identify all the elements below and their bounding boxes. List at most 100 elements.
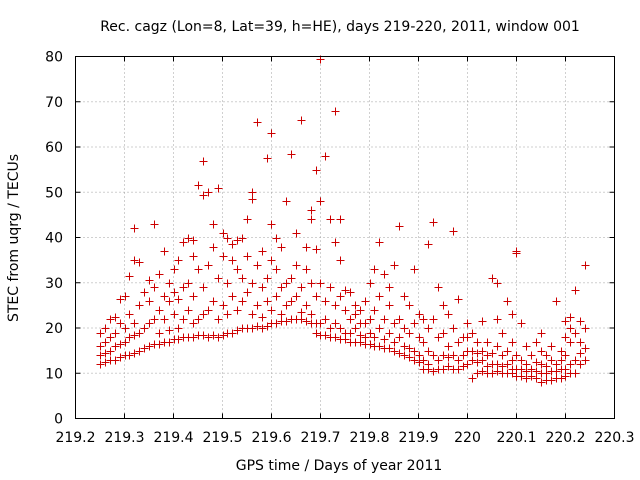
data-point: [282, 197, 291, 206]
data-point: [415, 310, 424, 319]
data-point: [439, 351, 448, 360]
data-point: [111, 356, 120, 365]
data-point: [488, 349, 497, 358]
data-point: [331, 107, 340, 116]
data-point: [429, 218, 438, 227]
data-point: [547, 356, 556, 365]
data-point: [478, 317, 487, 326]
data-point: [174, 324, 183, 333]
data-point: [537, 329, 546, 338]
data-point: [522, 360, 531, 369]
x-tick-label: 219.3: [104, 430, 144, 446]
data-point: [488, 369, 497, 378]
data-point: [454, 365, 463, 374]
data-point: [380, 270, 389, 279]
data-point: [493, 342, 502, 351]
data-point: [375, 238, 384, 247]
data-point: [498, 351, 507, 360]
data-point: [576, 349, 585, 358]
data-point: [277, 243, 286, 252]
data-point: [566, 360, 575, 369]
data-point: [135, 329, 144, 338]
data-point: [165, 297, 174, 306]
data-point: [165, 326, 174, 335]
data-point: [375, 342, 384, 351]
data-point: [282, 317, 291, 326]
data-point: [228, 256, 237, 265]
data-point: [385, 301, 394, 310]
data-point: [292, 261, 301, 270]
data-point: [326, 324, 335, 333]
data-point: [336, 256, 345, 265]
data-point: [366, 329, 375, 338]
data-point: [468, 347, 477, 356]
data-point: [130, 331, 139, 340]
x-tick-label: 219.2: [55, 430, 95, 446]
data-point: [483, 362, 492, 371]
data-point: [135, 258, 144, 267]
data-point: [238, 297, 247, 306]
data-point: [223, 310, 232, 319]
data-point: [552, 360, 561, 369]
data-point: [395, 222, 404, 231]
data-point: [341, 286, 350, 295]
data-point: [561, 365, 570, 374]
data-point: [116, 340, 125, 349]
data-point: [160, 247, 169, 256]
data-point: [272, 319, 281, 328]
data-point: [135, 301, 144, 310]
data-point: [512, 247, 521, 256]
data-point: [155, 306, 164, 315]
y-axis-label: STEC from uqrg / TECUs: [6, 154, 22, 322]
data-point: [331, 301, 340, 310]
data-point: [204, 306, 213, 315]
data-point: [282, 279, 291, 288]
data-point: [307, 310, 316, 319]
data-point: [263, 274, 272, 283]
data-point: [96, 342, 105, 351]
data-point: [561, 372, 570, 381]
data-point: [282, 301, 291, 310]
data-point: [493, 360, 502, 369]
data-point: [537, 378, 546, 387]
data-point: [116, 353, 125, 362]
data-point: [150, 315, 159, 324]
data-point: [184, 234, 193, 243]
data-point: [336, 324, 345, 333]
data-point: [302, 317, 311, 326]
data-point: [351, 301, 360, 310]
data-point: [302, 243, 311, 252]
data-point: [248, 195, 257, 204]
data-point: [253, 261, 262, 270]
data-point: [125, 351, 134, 360]
x-tick-label: 220.2: [545, 430, 585, 446]
data-point: [223, 279, 232, 288]
data-point: [287, 274, 296, 283]
data-point: [238, 234, 247, 243]
data-point: [214, 315, 223, 324]
data-point: [517, 365, 526, 374]
data-point: [194, 265, 203, 274]
data-point: [566, 324, 575, 333]
x-tick-label: 219.9: [398, 430, 438, 446]
data-point: [243, 252, 252, 261]
data-point: [522, 367, 531, 376]
data-point: [434, 356, 443, 365]
data-point: [424, 324, 433, 333]
data-point: [145, 319, 154, 328]
data-point: [405, 344, 414, 353]
data-point: [272, 265, 281, 274]
data-point: [552, 297, 561, 306]
data-point: [336, 292, 345, 301]
data-point: [331, 333, 340, 342]
data-point: [346, 288, 355, 297]
data-point: [571, 329, 580, 338]
data-point: [415, 333, 424, 342]
data-point: [209, 331, 218, 340]
data-point: [287, 150, 296, 159]
x-tick-label: 219.6: [251, 430, 291, 446]
data-point: [209, 220, 218, 229]
data-point: [576, 360, 585, 369]
data-point: [150, 283, 159, 292]
